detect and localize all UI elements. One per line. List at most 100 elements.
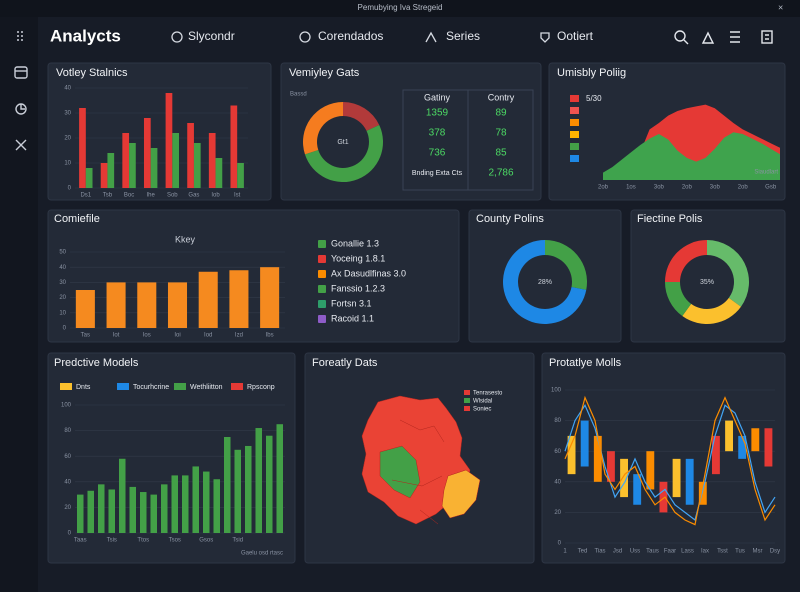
x-tick-label: Ted (578, 549, 588, 555)
bar (139, 492, 147, 533)
bar (265, 435, 273, 533)
brand: Analycts (50, 26, 121, 45)
x-tick-label: Gas (188, 193, 199, 199)
y-tick-label: 20 (64, 505, 71, 511)
y-tick-label: 30 (64, 111, 71, 117)
map-region (379, 445, 421, 499)
panel-title: County Polins (476, 213, 544, 225)
x-tick-label: Lass (681, 549, 694, 555)
bar (122, 133, 130, 188)
donut-segment (665, 240, 707, 282)
bar (118, 458, 126, 533)
legend-label: Fanssio 1.2.3 (331, 283, 385, 293)
y-tick-label: 60 (554, 449, 561, 455)
bar (75, 290, 95, 328)
legend-swatch (464, 390, 470, 395)
bar (234, 449, 242, 533)
legend-label: Rpsconp (247, 384, 275, 391)
x-tick-label: Tas (81, 333, 90, 339)
panel (630, 209, 786, 343)
nav-item[interactable]: Ootiert (557, 29, 594, 43)
legend-swatch (318, 270, 326, 278)
candle-body (712, 435, 720, 475)
y-tick-label: 20 (554, 510, 561, 516)
nav-icons (171, 31, 550, 43)
x-tick-label: Tus (735, 549, 745, 555)
legend-label: Racoid 1.1 (331, 313, 374, 323)
bar (193, 143, 201, 188)
bar (260, 267, 280, 328)
close-button[interactable]: × (778, 2, 783, 12)
panel-note: Gaelu osd rtasc (241, 551, 283, 557)
table-cell: 78 (495, 128, 507, 139)
table-cell: Bnding Exta Cts (412, 170, 463, 177)
y-tick-label: 20 (59, 295, 66, 301)
x-tick-label: Ibs (266, 333, 274, 339)
title-bar (0, 0, 800, 17)
y-tick-label: 40 (64, 479, 71, 485)
bar (165, 93, 173, 188)
x-tick-label: Iax (701, 549, 709, 555)
candle-body (738, 435, 747, 459)
toolbar-icons[interactable] (674, 30, 773, 45)
bar (167, 282, 188, 328)
donut-center-label: 28% (538, 279, 552, 286)
y-tick-label: 100 (551, 388, 562, 394)
donut-segment (665, 282, 692, 316)
legend-swatch (570, 119, 579, 126)
legend-swatch (464, 398, 470, 403)
candle-body (607, 451, 615, 482)
table-cell: 2,786 (488, 168, 513, 179)
donut-center-label: 35% (700, 279, 714, 286)
x-tick-label: 1 (563, 549, 567, 555)
donut-segment (707, 240, 750, 307)
x-tick-label: Ios (143, 333, 151, 339)
legend-swatch (174, 383, 186, 390)
map-region (441, 469, 481, 519)
bar (137, 282, 157, 328)
bar (143, 118, 151, 188)
line (564, 395, 776, 526)
x-tick-label: Taus (646, 549, 659, 555)
panel (280, 62, 542, 201)
candle-body (725, 420, 733, 452)
map (361, 395, 481, 525)
window-title: Pemubying Iva Stregeid (358, 3, 443, 12)
chart-note: Siaudlart (754, 170, 778, 176)
bar (223, 437, 231, 533)
nav-item[interactable]: Series (446, 29, 480, 43)
nav-item[interactable]: Corendados (318, 29, 383, 43)
x-tick-label: Tsis (107, 538, 117, 544)
x-tick-label: 2ob (598, 185, 609, 191)
sidebar-icons[interactable] (14, 31, 28, 151)
panel (541, 352, 786, 564)
legend-label: Yoceing 1.8.1 (331, 253, 385, 263)
y-tick-label: 100 (61, 403, 72, 409)
legend-label: Tenrasesto (473, 391, 503, 397)
y-tick-label: 20 (64, 136, 71, 142)
panel-title: Comiefile (54, 213, 100, 225)
bar (181, 475, 189, 533)
nav-item[interactable]: Slycondr (188, 29, 235, 43)
x-tick-label: Ttos (137, 538, 149, 544)
x-tick-label: Ioi (174, 333, 180, 339)
table-cell: 85 (495, 148, 507, 159)
donut-center-label: Gt1 (337, 139, 348, 146)
legend-swatch (570, 155, 579, 162)
legend-swatch (60, 383, 72, 390)
y-tick-label: 60 (64, 454, 71, 460)
panel-title: Votley Stalnics (56, 67, 128, 79)
panel-title: Umisbly Poliig (557, 67, 626, 79)
legend-label: Ax Dasudlfinas 3.0 (331, 268, 406, 278)
bar (97, 484, 105, 533)
x-tick-label: Sob (167, 193, 178, 199)
y-tick-label: 0 (63, 326, 67, 332)
legend-label: Dnts (76, 384, 91, 391)
x-tick-label: Ihe (147, 193, 156, 199)
bar (108, 489, 116, 533)
donut-segment (343, 102, 380, 131)
y-tick-label: 50 (59, 250, 66, 256)
candle-body (633, 474, 642, 505)
x-tick-label: Ds1 (80, 193, 91, 199)
